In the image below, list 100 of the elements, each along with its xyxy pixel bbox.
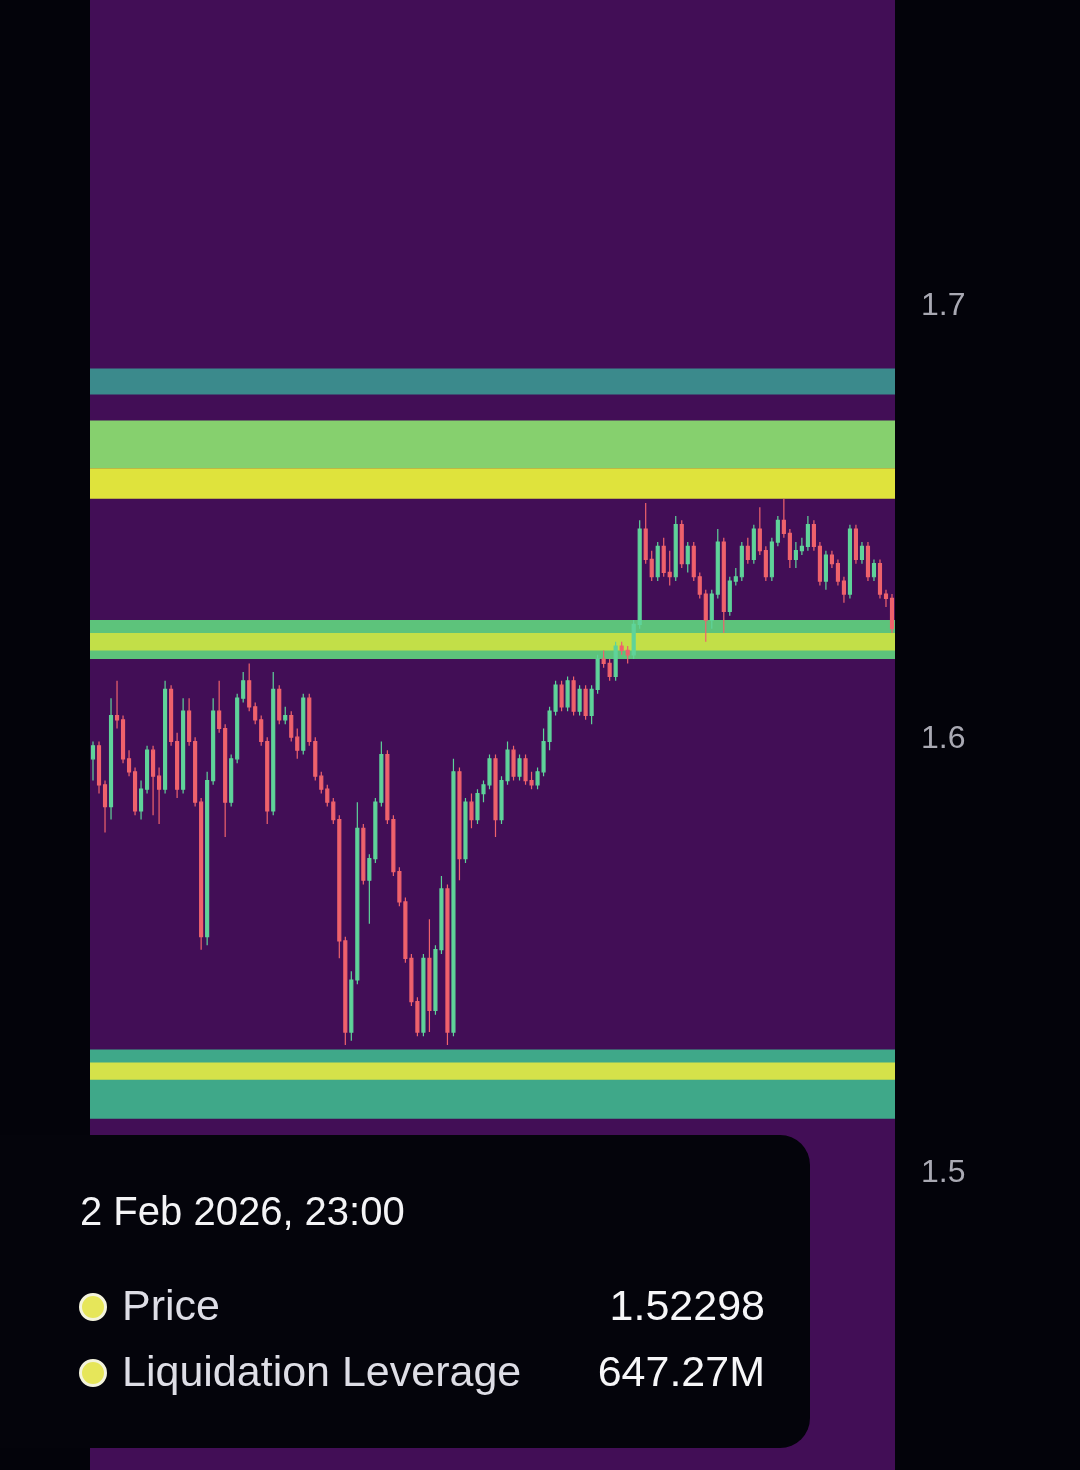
- candlestick: [307, 693, 312, 747]
- candlestick: [847, 524, 853, 600]
- candlestick: [781, 498, 786, 539]
- candlestick: [601, 649, 606, 669]
- candlestick: [607, 658, 612, 682]
- annotation: 2 Feb 2026, 23:00: [80, 1188, 405, 1234]
- candlestick: [715, 528, 720, 600]
- candlestick: [463, 797, 468, 864]
- candlestick: [301, 693, 306, 756]
- candlestick: [157, 766, 162, 825]
- candlestick: [151, 745, 156, 816]
- candlestick: [793, 541, 798, 569]
- candlestick: [631, 619, 636, 660]
- candlestick: [757, 506, 762, 556]
- candlestick: [709, 589, 714, 630]
- candlestick: [865, 541, 871, 582]
- candlestick: [271, 671, 276, 816]
- candlestick: [805, 515, 810, 552]
- candlestick: [96, 740, 102, 795]
- candlestick: [385, 749, 390, 825]
- candlestick: [235, 693, 240, 764]
- candlestick: [427, 918, 432, 1033]
- candlestick: [421, 953, 426, 1037]
- candlestick: [649, 550, 654, 582]
- candlestick: [145, 745, 150, 795]
- candlestick: [619, 641, 624, 656]
- candlestick: [877, 558, 883, 600]
- y-tick-label: 1.7: [921, 285, 966, 322]
- candlestick: [187, 697, 192, 747]
- candlestick: [259, 714, 264, 747]
- candlestick: [199, 797, 204, 951]
- candlestick: [126, 749, 132, 777]
- candlestick: [871, 558, 877, 582]
- candlestick: [589, 684, 594, 725]
- candlestick: [361, 823, 366, 886]
- annotation: Price: [122, 1280, 220, 1330]
- candlestick: [295, 727, 300, 760]
- candlestick: [883, 589, 889, 608]
- candlestick: [655, 541, 660, 582]
- candlestick: [193, 736, 198, 808]
- candlestick: [132, 766, 138, 816]
- candlestick: [751, 524, 756, 565]
- candlestick: [799, 537, 804, 556]
- y-tick-label: 1.6: [921, 719, 966, 756]
- candlestick: [205, 771, 210, 946]
- candlestick: [319, 771, 324, 795]
- candlestick: [114, 680, 120, 730]
- candlestick: [823, 550, 828, 591]
- candlestick: [787, 528, 792, 569]
- candlestick: [517, 753, 522, 782]
- candlestick: [349, 970, 354, 1042]
- candlestick: [265, 736, 270, 825]
- candlestick: [613, 641, 618, 682]
- annotation: 1.52298: [609, 1280, 765, 1330]
- candlestick: [841, 576, 847, 604]
- candlestick: [859, 541, 865, 565]
- candlestick: [102, 779, 108, 834]
- candlestick: [120, 714, 126, 764]
- candlestick: [583, 684, 588, 721]
- candlestick: [493, 753, 498, 838]
- candlestick: [625, 645, 630, 665]
- candlestick: [697, 571, 702, 600]
- candlestick: [829, 550, 834, 569]
- candlestick: [289, 710, 294, 743]
- candlestick: [703, 589, 708, 643]
- candlestick: [721, 537, 726, 634]
- candlestick: [643, 502, 648, 565]
- candlestick: [691, 541, 696, 582]
- candlestick: [835, 558, 840, 586]
- candlestick: [223, 723, 228, 838]
- candlestick: [685, 541, 690, 573]
- candlestick: [283, 706, 288, 725]
- candlestick: [889, 593, 895, 634]
- candlestick: [565, 675, 570, 712]
- candlestick: [445, 884, 450, 1046]
- candlestick: [469, 792, 474, 829]
- annotation: Liquidation Leverage: [122, 1346, 522, 1396]
- annotation: 647.27M: [597, 1346, 765, 1396]
- candlestick: [661, 537, 666, 578]
- candlestick: [511, 745, 516, 782]
- candlestick: [331, 797, 336, 825]
- candlestick: [181, 697, 186, 795]
- candlestick: [211, 697, 216, 786]
- candlestick: [108, 697, 114, 821]
- candlestick: [90, 740, 96, 782]
- candlestick: [367, 853, 372, 925]
- candlestick: [667, 550, 672, 586]
- candlestick: [811, 519, 816, 552]
- candlestick: [775, 515, 780, 547]
- candlestick: [277, 684, 282, 725]
- candlestick: [739, 541, 744, 582]
- candlestick: [763, 545, 768, 582]
- candlestick: [313, 736, 318, 782]
- candlestick: [595, 654, 600, 695]
- candlestick: [229, 753, 234, 808]
- candlestick: [373, 797, 378, 864]
- candlestick: [853, 524, 859, 565]
- candlestick: [175, 732, 180, 799]
- candlestick: [559, 680, 564, 712]
- candlestick: [457, 766, 462, 881]
